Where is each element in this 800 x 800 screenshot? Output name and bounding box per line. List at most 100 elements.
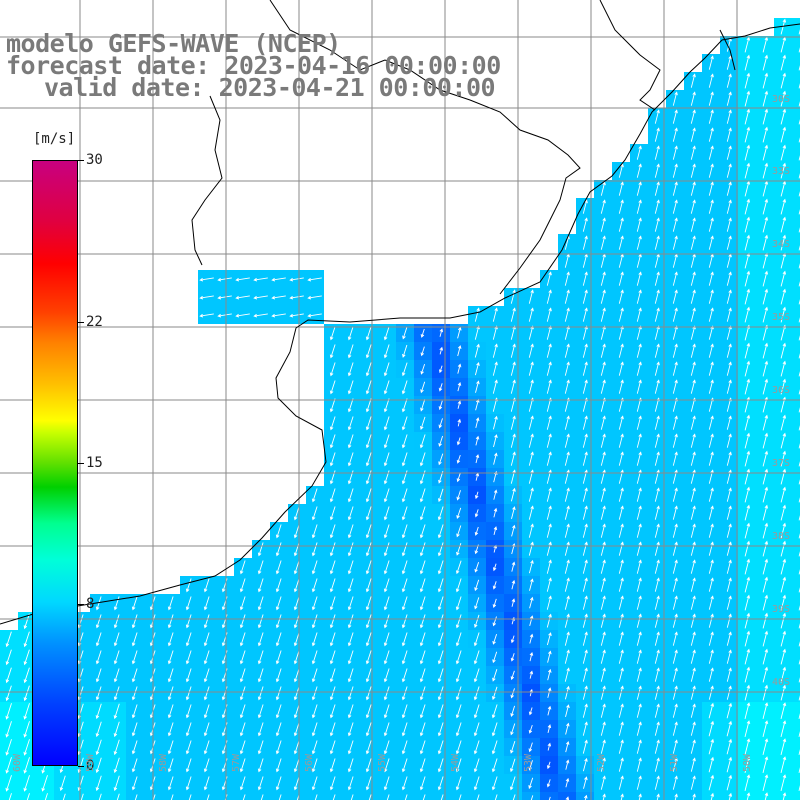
wind-speed-cell [216,792,234,800]
wind-arrow [257,614,264,629]
wind-arrow [293,758,300,773]
wind-arrow [762,144,769,161]
wind-arrow [564,379,570,394]
wind-arrow [456,490,461,501]
wind-arrow [401,362,408,377]
wind-speed-cell [792,162,800,180]
wind-speed-cell [738,792,756,800]
wind-arrow [636,451,642,466]
wind-arrow [744,612,751,629]
wind-arrow [293,704,300,719]
wind-arrow [383,632,390,647]
wind-arrow [672,217,678,232]
wind-arrow [672,577,678,592]
wind-arrow [672,523,678,538]
wind-arrow [564,613,570,628]
wind-arrow [420,416,426,431]
longitude-label: 54W [450,753,461,772]
wind-arrow [726,235,732,250]
wind-arrow [600,487,606,502]
wind-arrow [8,793,12,800]
latitude-label: 35S [772,312,791,323]
wind-arrow [404,794,408,800]
wind-arrow [618,703,624,718]
wind-speed-cell [792,198,800,216]
wind-arrow [170,794,174,800]
wind-arrow [762,216,769,233]
wind-arrow [654,451,660,466]
wind-arrow [293,776,300,791]
wind-arrow [275,650,282,665]
wind-arrow [217,295,232,300]
wind-arrow [511,506,516,520]
wind-arrow [383,434,390,449]
wind-arrow [293,596,300,611]
wind-arrow [293,560,300,575]
wind-arrow [185,596,192,611]
wind-arrow [329,758,336,773]
wind-arrow [690,379,696,394]
wind-arrow [528,559,534,574]
wind-arrow [329,524,336,539]
colorbar-unit: [m/s] [33,131,76,147]
wind-arrow [437,506,444,521]
wind-arrow [329,506,336,521]
wind-arrow [347,506,354,521]
wind-arrow [329,776,336,791]
longitude-label: 60W [12,753,23,772]
wind-arrow [206,794,210,800]
wind-arrow [762,486,769,503]
wind-arrow [780,486,787,503]
wind-arrow [618,217,624,232]
wind-speed-cell [0,792,18,800]
wind-arrow [26,793,30,800]
wind-arrow [475,380,480,393]
wind-speed-cell [540,792,558,800]
wind-arrow [383,578,390,593]
wind-arrow [690,415,696,430]
wind-speed-cell [792,126,800,144]
wind-arrow [708,649,714,664]
wind-arrow [383,452,390,467]
wind-speed-cell [468,792,486,800]
wind-arrow [582,199,588,214]
wind-arrow [564,505,570,520]
wind-arrow [636,307,642,322]
wind-arrow [203,650,210,665]
wind-arrow [762,72,769,89]
wind-arrow [311,650,318,665]
wind-arrow [780,72,787,89]
wind-arrow [690,775,696,790]
wind-arrow [672,343,678,358]
wind-arrow [293,578,300,593]
wind-arrow [311,488,318,503]
wind-arrow [654,487,660,502]
wind-arrow [456,542,462,556]
wind-arrow [347,632,354,647]
wind-arrow [257,632,264,647]
wind-arrow [618,523,624,538]
wind-arrow [438,453,444,466]
wind-arrow [708,415,714,430]
wind-arrow [457,400,462,409]
wind-arrow [455,704,462,719]
wind-arrow [329,434,336,449]
colorbar-tick-mark [78,463,84,464]
wind-arrow [618,505,624,520]
wind-arrow [708,613,714,628]
wind-arrow [474,343,480,358]
wind-arrow [293,650,300,665]
wind-arrow [293,668,300,683]
wind-arrow [744,432,751,449]
wind-arrow [780,774,787,792]
wind-arrow [401,614,408,629]
wind-arrow [368,794,372,800]
wind-arrow [401,704,408,719]
wind-arrow [583,776,588,789]
wind-arrow [672,145,678,160]
wind-arrow [329,632,336,647]
wind-arrow [113,721,120,738]
wind-arrow [420,346,425,357]
wind-arrow [383,506,390,521]
